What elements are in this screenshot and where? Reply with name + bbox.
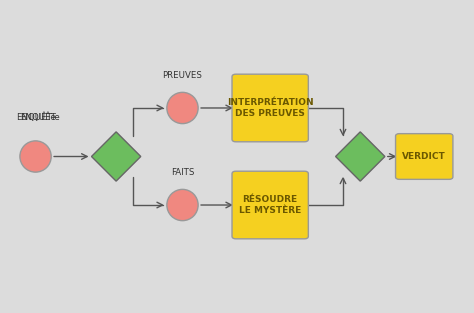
Polygon shape — [91, 132, 141, 181]
Ellipse shape — [167, 92, 198, 124]
Ellipse shape — [20, 141, 51, 172]
FancyBboxPatch shape — [395, 134, 453, 179]
Text: INTERPRÉTATION
DES PREUVES: INTERPRÉTATION DES PREUVES — [227, 98, 313, 118]
Ellipse shape — [167, 189, 198, 221]
FancyBboxPatch shape — [232, 74, 308, 142]
Polygon shape — [336, 132, 385, 181]
Text: ENQUÊTe: ENQUÊTe — [20, 113, 60, 122]
Text: ENQUÊTe: ENQUÊTe — [16, 113, 55, 122]
Text: RÉSOUDRE
LE MYSTÈRE: RÉSOUDRE LE MYSTÈRE — [239, 195, 301, 215]
Text: FAITS: FAITS — [171, 168, 194, 177]
Text: VERDICT: VERDICT — [402, 152, 446, 161]
FancyBboxPatch shape — [232, 171, 308, 239]
Text: PREUVES: PREUVES — [163, 71, 202, 80]
